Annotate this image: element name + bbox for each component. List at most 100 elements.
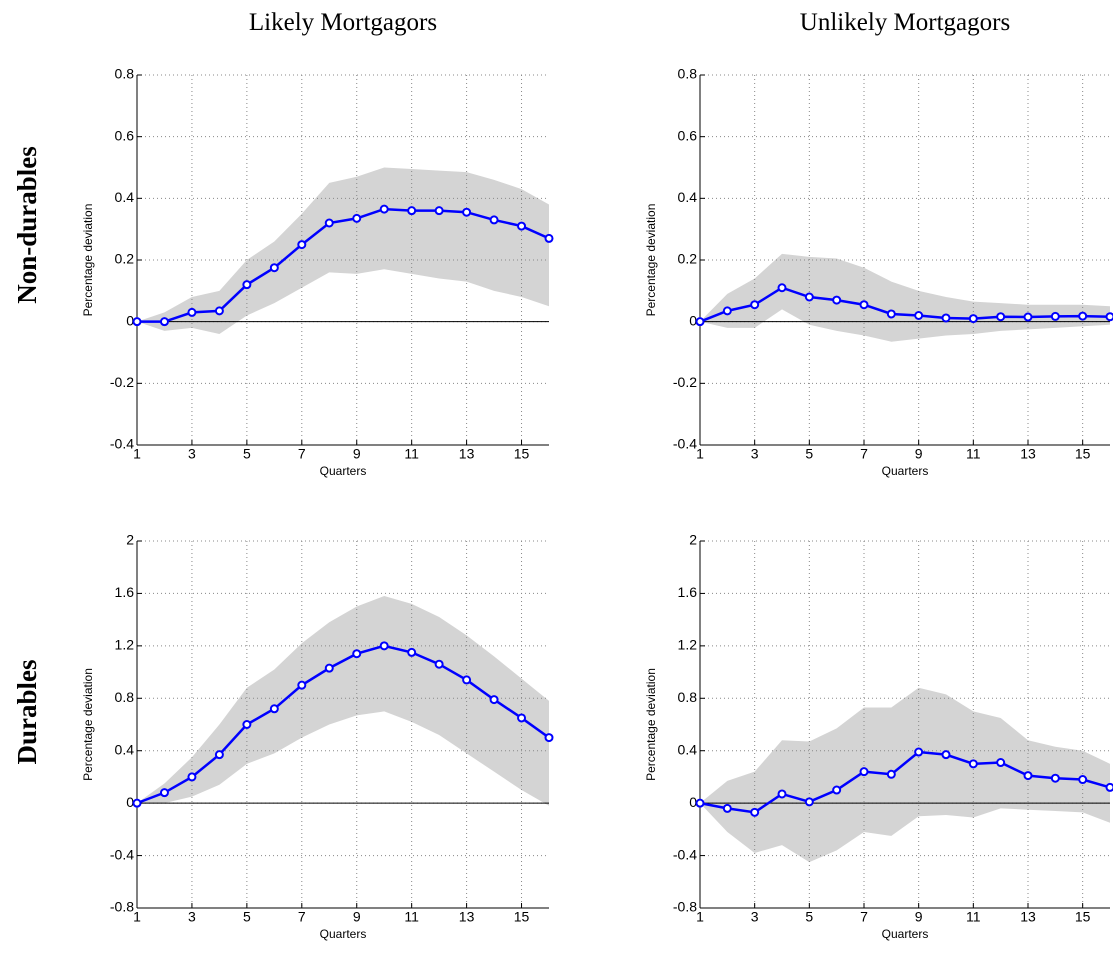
y-axis-label: Percentage deviation <box>81 204 95 317</box>
row-title: Durables <box>12 659 42 764</box>
marker <box>489 215 499 225</box>
marker <box>750 807 760 817</box>
y-tick-label: -0.4 <box>110 846 134 862</box>
marker <box>722 803 732 813</box>
x-tick-label: 5 <box>243 446 251 462</box>
marker <box>695 798 705 808</box>
x-tick-label: 9 <box>353 446 361 462</box>
marker <box>804 797 814 807</box>
y-tick-label: 2 <box>689 532 697 548</box>
y-tick-label: 0.8 <box>678 689 698 705</box>
marker <box>968 314 978 324</box>
x-tick-label: 15 <box>514 909 530 925</box>
x-axis-label: Quarters <box>882 464 929 478</box>
marker <box>859 767 869 777</box>
x-tick-label: 7 <box>298 446 306 462</box>
y-axis-label: Percentage deviation <box>644 204 658 317</box>
x-tick-label: 5 <box>805 446 813 462</box>
y-tick-label: 0 <box>689 312 697 328</box>
marker <box>1023 771 1033 781</box>
marker <box>324 663 334 673</box>
marker <box>1050 311 1060 321</box>
column-title: Likely Mortgagors <box>249 9 437 36</box>
marker <box>434 659 444 669</box>
x-tick-label: 11 <box>966 909 981 925</box>
marker <box>187 772 197 782</box>
marker <box>214 750 224 760</box>
y-tick-label: 0.4 <box>115 741 135 757</box>
y-tick-label: 0.8 <box>678 66 698 82</box>
marker <box>886 769 896 779</box>
x-tick-label: 3 <box>751 446 759 462</box>
estimate-line <box>699 286 1111 323</box>
y-tick-label: 0.6 <box>678 127 698 143</box>
x-tick-label: 11 <box>966 446 981 462</box>
x-tick-label: 1 <box>133 446 141 462</box>
marker <box>832 785 842 795</box>
marker <box>914 747 924 757</box>
estimate-line <box>699 750 1111 814</box>
x-tick-label: 3 <box>188 446 196 462</box>
y-tick-label: 0.8 <box>115 66 135 82</box>
x-tick-label: 13 <box>459 446 475 462</box>
marker <box>968 759 978 769</box>
y-axis-label: Percentage deviation <box>81 668 95 781</box>
x-tick-label: 11 <box>404 909 419 925</box>
y-tick-label: -0.4 <box>673 436 697 452</box>
marker <box>695 317 705 327</box>
marker <box>489 695 499 705</box>
marker <box>434 206 444 216</box>
y-tick-label: -0.4 <box>110 436 134 452</box>
y-tick-label: 0.2 <box>678 251 698 267</box>
marker <box>941 750 951 760</box>
confidence-band <box>700 253 1110 342</box>
y-tick-label: 0 <box>689 794 697 810</box>
x-tick-label: 11 <box>404 446 419 462</box>
x-tick-label: 1 <box>696 909 704 925</box>
y-tick-label: -0.2 <box>110 374 134 390</box>
marker <box>886 309 896 319</box>
marker <box>832 295 842 305</box>
x-tick-label: 15 <box>1075 909 1091 925</box>
y-axis-label: Percentage deviation <box>644 668 658 781</box>
y-tick-label: 0.2 <box>115 251 135 267</box>
marker <box>379 204 389 214</box>
marker <box>750 300 760 310</box>
y-tick-label: 1.6 <box>678 584 698 600</box>
confidence-band <box>137 167 549 334</box>
marker <box>1078 775 1088 785</box>
marker <box>517 221 527 231</box>
marker <box>352 649 362 659</box>
x-tick-label: 13 <box>1020 909 1036 925</box>
y-tick-label: 0.4 <box>115 189 135 205</box>
marker <box>132 798 142 808</box>
y-tick-label: 1.2 <box>115 637 135 653</box>
marker <box>379 641 389 651</box>
marker <box>159 317 169 327</box>
marker <box>996 758 1006 768</box>
x-tick-label: 7 <box>860 909 868 925</box>
y-tick-label: 0 <box>126 794 134 810</box>
column-title: Unlikely Mortgagors <box>800 9 1010 36</box>
marker <box>407 647 417 657</box>
marker <box>777 283 787 293</box>
y-tick-label: 2 <box>126 532 134 548</box>
confidence-band <box>137 596 549 806</box>
y-tick-label: 0.6 <box>115 127 135 143</box>
x-tick-label: 7 <box>860 446 868 462</box>
x-tick-label: 15 <box>1075 446 1091 462</box>
marker <box>544 733 554 743</box>
marker <box>214 306 224 316</box>
x-tick-label: 1 <box>133 909 141 925</box>
marker <box>132 317 142 327</box>
y-tick-label: 1.2 <box>678 637 698 653</box>
marker <box>324 218 334 228</box>
y-tick-label: 0 <box>126 312 134 328</box>
marker <box>777 789 787 799</box>
x-tick-label: 3 <box>188 909 196 925</box>
y-tick-label: 1.6 <box>115 584 135 600</box>
marker <box>352 213 362 223</box>
marker <box>269 263 279 273</box>
row-title: Non-durables <box>12 146 42 304</box>
